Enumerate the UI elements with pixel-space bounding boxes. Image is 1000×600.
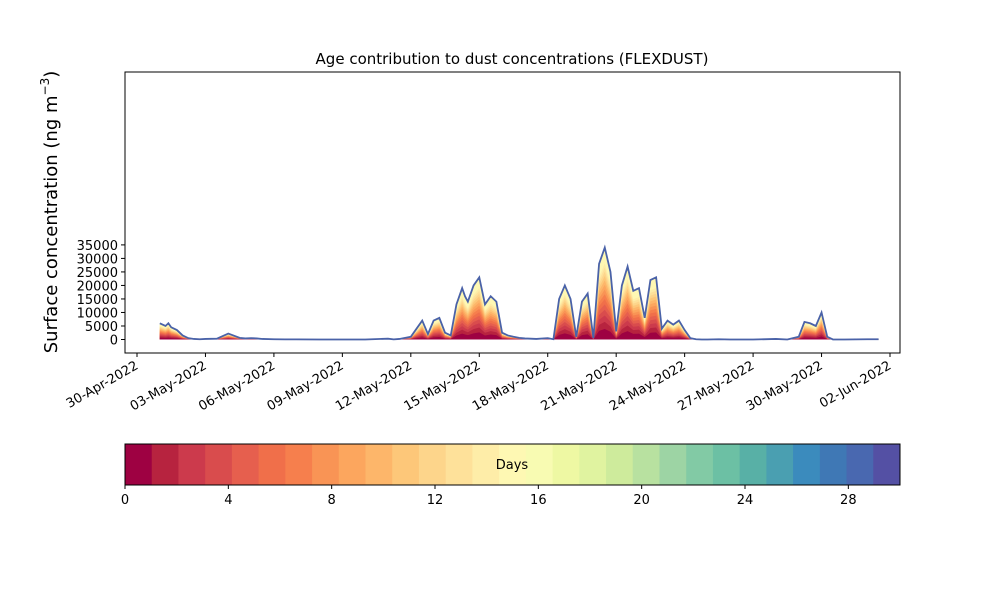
age-layer-area [159,259,879,340]
x-tick-label: 30-May-2022 [744,358,826,414]
colorbar-segment [178,444,206,485]
colorbar-segment [686,444,714,485]
y-tick-label: 25000 [77,266,118,281]
x-tick-label: 06-May-2022 [196,358,278,414]
colorbar-tick-label: 12 [427,493,444,508]
colorbar-segment [472,444,500,485]
colorbar-segment [231,444,260,485]
x-tick-label: 02-Jun-2022 [817,358,894,411]
age-layer-area [159,321,879,340]
colorbar-segment [125,444,153,485]
colorbar-ticks: 0 4 8 12 16 20 24 28 [121,485,857,508]
y-tick-label: 35000 [77,239,118,254]
colorbar-tick-label: 24 [737,493,754,508]
x-tick-label: 03-May-2022 [128,358,210,414]
x-tick-label: 12-May-2022 [333,358,415,414]
colorbar-segment [258,444,286,485]
colorbar-segment [766,444,794,485]
colorbar-segment [846,444,874,485]
colorbar-segment [712,444,741,485]
colorbar-segment [579,444,607,485]
colorbar-segment [552,444,580,485]
x-tick-label: 18-May-2022 [470,358,552,414]
colorbar-segment [205,444,233,485]
y-axis-label-exponent: −3 [38,78,52,96]
x-tick-label: 09-May-2022 [265,358,347,414]
colorbar-tick-label: 4 [224,493,232,508]
colorbar-segment [606,444,634,485]
colorbar-segment [739,444,767,485]
plot-area [159,244,879,341]
age-layer-area [159,275,879,340]
colorbar-segment [445,444,473,485]
y-axis-label: Surface concentration (ng m−3) [38,71,62,354]
age-layer-area [159,251,879,340]
age-layer-area [159,304,879,340]
x-tick-label: 27-May-2022 [675,358,757,414]
y-tick-label: 20000 [77,279,118,294]
colorbar-segments [125,444,901,485]
age-layer-area [159,271,879,340]
colorbar-segment [392,444,420,485]
age-layer-area [159,299,879,340]
x-tick-label: 21-May-2022 [539,358,621,414]
colorbar-segment [525,444,554,485]
age-layer-area [159,328,879,340]
y-tick-label: 30000 [77,252,118,267]
colorbar-tick-label: 8 [328,493,336,508]
plot-frame [124,71,901,354]
x-tick-label: 15-May-2022 [402,358,484,414]
age-layer-area [159,309,879,340]
x-axis: 30-Apr-202203-May-202206-May-202209-May-… [64,353,894,414]
age-area-layers [159,247,879,340]
colorbar-segment [499,444,527,485]
chart-title: Age contribution to dust concentrations … [316,50,709,68]
colorbar-tick-label: 20 [633,493,650,508]
colorbar-segment [819,444,848,485]
colorbar-segment [285,444,313,485]
colorbar-tick-label: 28 [840,493,857,508]
colorbar-segment [365,444,393,485]
age-layer-area [159,247,879,340]
y-axis-label-text: Surface concentration (ng m [41,95,62,353]
y-tick-label: 0 [110,334,118,349]
age-layer-area [159,267,879,340]
colorbar-tick-label: 16 [530,493,547,508]
colorbar-segment [873,444,901,485]
colorbar-segment [312,444,340,485]
colorbar-segment [632,444,660,485]
colorbar-segment [659,444,687,485]
y-tick-label: 15000 [77,293,118,308]
y-axis-label-close: ) [41,71,62,78]
y-tick-label: 10000 [77,306,118,321]
colorbar: Days 0 4 8 12 16 20 24 28 [121,443,901,508]
colorbar-label: Days [496,458,529,473]
total-concentration-line [159,244,879,341]
y-tick-label: 5000 [85,320,118,335]
colorbar-segment [338,444,367,485]
age-layer-area [159,289,879,340]
age-layer-area [159,263,879,340]
age-layer-area [159,284,879,340]
x-tick-label: 24-May-2022 [607,358,689,414]
age-layer-area [159,280,879,340]
age-layer-area [159,315,879,340]
colorbar-segment [151,444,179,485]
colorbar-tick-label: 0 [121,493,129,508]
colorbar-segment [793,444,821,485]
age-layer-area [159,255,879,340]
colorbar-frame [124,443,901,486]
colorbar-segment [418,444,447,485]
age-layer-area [159,294,879,340]
